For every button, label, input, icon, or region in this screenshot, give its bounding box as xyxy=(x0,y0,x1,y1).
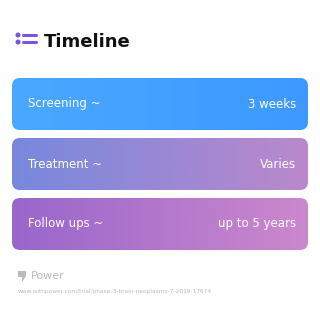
Text: 3 weeks: 3 weeks xyxy=(248,97,296,111)
Text: Screening ~: Screening ~ xyxy=(28,97,100,111)
Circle shape xyxy=(16,33,20,37)
Text: Varies: Varies xyxy=(260,158,296,170)
Text: Treatment ~: Treatment ~ xyxy=(28,158,102,170)
Text: Timeline: Timeline xyxy=(44,33,131,51)
Text: www.withpower.com/trial/phase-3-brain-neoplasms-7-2019-17674: www.withpower.com/trial/phase-3-brain-ne… xyxy=(18,289,212,295)
Text: Follow ups ~: Follow ups ~ xyxy=(28,217,103,231)
Polygon shape xyxy=(18,271,26,282)
Text: Power: Power xyxy=(31,271,65,281)
Circle shape xyxy=(16,40,20,44)
Text: up to 5 years: up to 5 years xyxy=(218,217,296,231)
